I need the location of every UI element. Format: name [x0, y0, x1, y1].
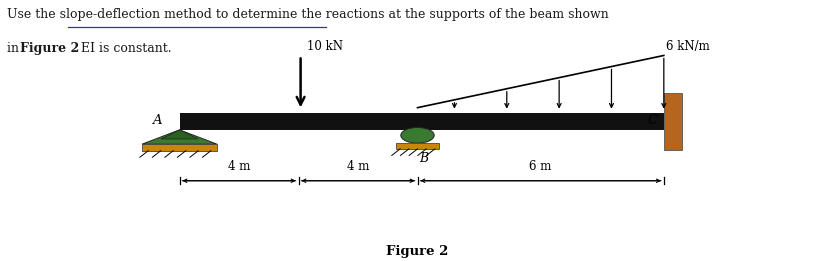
- Bar: [180, 113, 664, 130]
- Text: 4 m: 4 m: [228, 161, 250, 173]
- Text: Use the slope-deflection method to determine the reactions at the supports of th: Use the slope-deflection method to deter…: [7, 8, 609, 21]
- Bar: [664, 93, 682, 150]
- Ellipse shape: [401, 127, 434, 143]
- Text: A: A: [151, 114, 161, 127]
- Text: 10 kN: 10 kN: [307, 40, 343, 54]
- Text: . EI is constant.: . EI is constant.: [73, 42, 171, 55]
- Text: 6 kN/m: 6 kN/m: [666, 40, 710, 54]
- Bar: [396, 143, 439, 149]
- Bar: [142, 144, 217, 151]
- Text: Figure 2: Figure 2: [387, 245, 448, 258]
- Polygon shape: [161, 130, 198, 139]
- Text: C: C: [647, 114, 657, 127]
- Text: B: B: [420, 152, 428, 165]
- Text: 4 m: 4 m: [347, 161, 369, 173]
- Text: 6 m: 6 m: [529, 161, 552, 173]
- Text: in: in: [7, 42, 23, 55]
- Polygon shape: [142, 130, 217, 144]
- Text: Figure 2: Figure 2: [20, 42, 79, 55]
